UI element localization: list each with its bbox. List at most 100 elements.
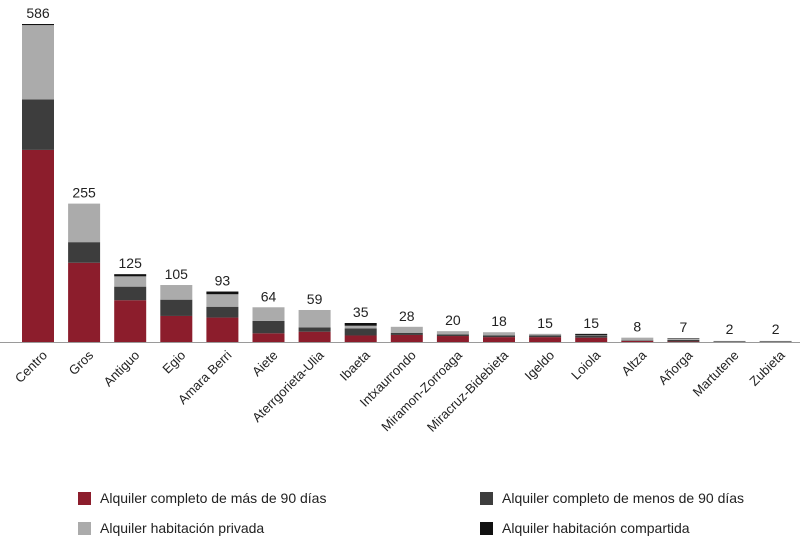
total-label-egio: 105: [165, 266, 189, 282]
bar-loiola-series-3: [575, 335, 607, 336]
bar-loiola-series-4: [575, 334, 607, 335]
category-label-anorga: Añorga: [655, 347, 696, 388]
category-label-ibaeta: Ibaeta: [337, 347, 374, 384]
category-label-gros: Gros: [66, 347, 97, 378]
category-label-miracruz-bidebieta: Miracruz-Bidebieta: [424, 347, 512, 435]
total-label-ibaeta: 35: [353, 304, 369, 320]
category-label-centro: Centro: [12, 348, 50, 386]
legend-item-short-rental: Alquiler completo de menos de 90 días: [480, 490, 744, 506]
legend-label-private-room: Alquiler habitación privada: [100, 520, 264, 536]
bar-amara-berri-series-3: [206, 294, 238, 306]
bar-intxaurrondo-series-2: [391, 333, 423, 335]
legend-swatch-shared-room: [480, 522, 493, 535]
bar-loiola-series-2: [575, 335, 607, 337]
bar-martutene-series-3: [714, 341, 746, 342]
total-label-zubieta: 2: [772, 321, 780, 337]
category-label-zubieta: Zubieta: [746, 347, 788, 389]
bar-ibaeta-series-4: [345, 323, 377, 326]
bar-antiguo-series-1: [114, 300, 146, 342]
legend-label-short-rental: Alquiler completo de menos de 90 días: [502, 490, 744, 506]
bar-aiete-series-3: [253, 307, 285, 321]
total-label-igeldo: 15: [537, 315, 553, 331]
bar-miracruz-bidebieta-series-2: [483, 335, 515, 337]
bar-antiguo-series-4: [114, 274, 146, 276]
bar-antiguo-series-3: [114, 276, 146, 286]
bar-antiguo-series-2: [114, 287, 146, 301]
bar-centro-series-1: [22, 150, 54, 342]
bar-centro-series-3: [22, 25, 54, 99]
legend-label-shared-room: Alquiler habitación compartida: [502, 520, 690, 536]
stacked-bar-chart: 586 255 125 105 93 64 59 35 28 20 18 15 15 8 7 2 2 Centr…: [0, 0, 800, 470]
bars-group: [22, 24, 792, 342]
category-label-igeldo: Igeldo: [522, 348, 558, 384]
bar-anorga-series-1: [667, 341, 699, 342]
bar-intxaurrondo-series-1: [391, 335, 423, 342]
bar-anorga-series-4: [667, 338, 699, 339]
category-label-egio: Egio: [159, 348, 188, 377]
legend-swatch-short-rental: [480, 492, 493, 505]
bar-centro-series-2: [22, 99, 54, 149]
bar-miracruz-bidebieta-series-1: [483, 337, 515, 342]
legend-label-long-rental: Alquiler completo de más de 90 días: [100, 490, 326, 506]
bar-zubieta-series-3: [760, 341, 792, 342]
bar-ibaeta-series-3: [345, 326, 377, 329]
total-label-intxaurrondo: 28: [399, 308, 415, 324]
bar-igeldo-series-2: [529, 335, 561, 337]
bar-zubieta-series-2: [760, 341, 792, 342]
bar-egio-series-3: [160, 285, 192, 300]
total-label-aiete: 64: [261, 288, 277, 304]
bar-ibaeta-series-1: [345, 335, 377, 342]
bar-aiete-series-2: [253, 321, 285, 333]
bar-anorga-series-3: [667, 339, 699, 340]
bar-gros-series-2: [68, 242, 100, 263]
bar-altza-series-1: [621, 341, 653, 342]
bar-miramon-zorroaga-series-3: [437, 331, 469, 334]
total-label-gros: 255: [72, 185, 96, 201]
bar-amara-berri-series-2: [206, 307, 238, 318]
bar-gros-series-1: [68, 263, 100, 342]
bar-loiola-series-1: [575, 338, 607, 342]
total-label-miracruz-bidebieta: 18: [491, 313, 507, 329]
total-label-anorga: 7: [680, 319, 688, 335]
bar-gros-series-3: [68, 204, 100, 243]
legend-item-long-rental: Alquiler completo de más de 90 días: [78, 490, 326, 506]
category-label-loiola: Loiola: [568, 347, 604, 383]
bar-altza-series-3: [621, 338, 653, 341]
bar-miracruz-bidebieta-series-3: [483, 332, 515, 335]
bar-aterrgorieta-ulia-series-3: [299, 310, 331, 327]
bar-intxaurrondo-series-3: [391, 327, 423, 333]
total-label-antiguo: 125: [119, 255, 143, 271]
total-label-altza: 8: [633, 319, 641, 335]
bar-ibaeta-series-2: [345, 328, 377, 335]
bar-igeldo-series-3: [529, 334, 561, 336]
bar-anorga-series-2: [667, 340, 699, 342]
bar-aterrgorieta-ulia-series-1: [299, 332, 331, 342]
bar-igeldo-series-1: [529, 337, 561, 342]
total-label-miramon-zorroaga: 20: [445, 312, 461, 328]
bar-miramon-zorroaga-series-1: [437, 336, 469, 342]
category-label-altza: Altza: [618, 347, 650, 379]
bar-amara-berri-series-4: [206, 292, 238, 295]
total-label-aterrgorieta-ulia: 59: [307, 291, 323, 307]
bar-aterrgorieta-ulia-series-2: [299, 327, 331, 331]
total-label-amara-berri: 93: [215, 273, 231, 289]
category-label-martutene: Martutene: [690, 348, 742, 400]
bar-amara-berri-series-1: [206, 318, 238, 342]
category-label-miramon-zorroaga: Miramon-Zorroaga: [378, 347, 465, 434]
legend-swatch-long-rental: [78, 492, 91, 505]
legend-item-private-room: Alquiler habitación privada: [78, 520, 264, 536]
legend-item-shared-room: Alquiler habitación compartida: [480, 520, 690, 536]
bar-egio-series-1: [160, 316, 192, 342]
bar-miramon-zorroaga-series-2: [437, 334, 469, 336]
legend-swatch-private-room: [78, 522, 91, 535]
bar-centro-series-4: [22, 24, 54, 25]
total-label-martutene: 2: [726, 321, 734, 337]
bar-martutene-series-2: [714, 341, 746, 342]
bar-altza-series-2: [621, 340, 653, 341]
total-label-loiola: 15: [583, 315, 599, 331]
bar-egio-series-2: [160, 300, 192, 316]
bar-aiete-series-1: [253, 333, 285, 342]
category-label-antiguo: Antiguo: [101, 348, 143, 390]
category-label-aiete: Aiete: [249, 348, 281, 380]
